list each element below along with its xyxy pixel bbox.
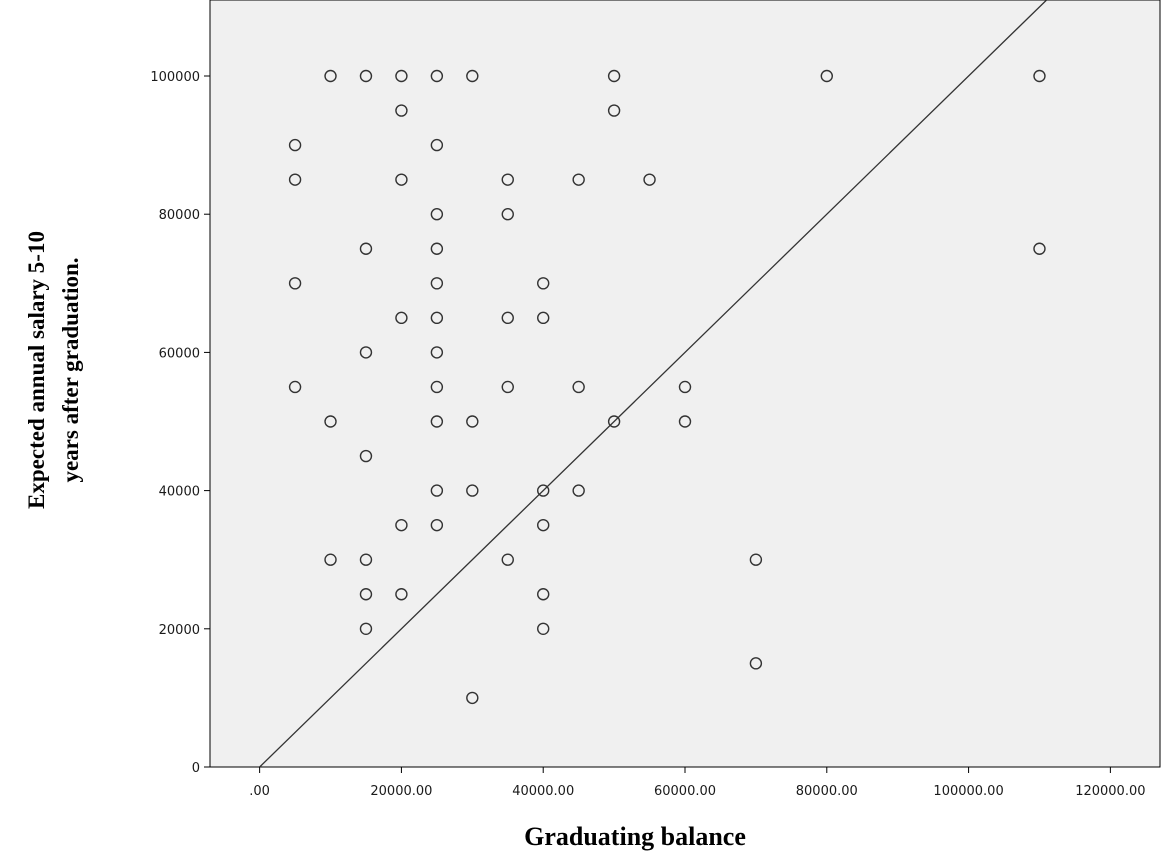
data-point (359, 553, 373, 566)
y-axis-title-line-2: years after graduation. (58, 257, 83, 482)
data-point (430, 518, 444, 532)
data-point (678, 415, 692, 428)
x-tick-label: 60000.00 (654, 784, 716, 799)
data-point (430, 242, 444, 255)
data-point (607, 69, 621, 83)
data-point (395, 173, 408, 186)
data-point (430, 277, 444, 290)
x-tick-label: 20000.00 (370, 784, 432, 799)
plot-area (209, 0, 1161, 768)
x-tick-label: 100000.00 (933, 784, 1003, 799)
x-tick-label: .00 (249, 784, 270, 799)
data-point (395, 69, 408, 83)
y-tick-label: 0 (192, 761, 200, 776)
data-point (359, 69, 373, 83)
data-point (572, 173, 585, 186)
y-tick-label: 100000 (150, 70, 200, 85)
data-point (430, 484, 444, 497)
data-point (466, 415, 479, 428)
y-axis: 0 20000 40000 60000 80000 100000 (150, 70, 210, 776)
data-point (288, 277, 302, 290)
data-point (324, 69, 337, 83)
data-point (466, 691, 479, 705)
data-point (537, 311, 550, 325)
data-point (501, 173, 514, 186)
x-tick-label: 40000.00 (512, 784, 574, 799)
data-point (537, 622, 550, 636)
data-point (430, 311, 444, 325)
data-point (1033, 242, 1046, 255)
data-point (288, 138, 302, 152)
data-point (288, 380, 302, 394)
data-point (324, 553, 337, 566)
y-tick-label: 60000 (159, 346, 200, 361)
y-axis-title: Expected annual salary 5-10 years after … (24, 231, 83, 509)
data-point (466, 484, 479, 497)
data-point (359, 622, 373, 636)
data-point (501, 208, 514, 221)
data-point (324, 415, 337, 428)
data-point (1033, 69, 1046, 83)
data-point (607, 415, 621, 428)
data-point (430, 138, 444, 152)
data-point (501, 311, 514, 325)
y-tick-label: 40000 (159, 485, 200, 500)
data-point (466, 69, 479, 83)
data-point (572, 380, 585, 394)
data-point (537, 277, 550, 290)
data-point (537, 588, 550, 601)
data-point (572, 484, 585, 497)
data-point (537, 484, 550, 497)
data-point (395, 311, 408, 325)
y-tick-label: 80000 (159, 208, 200, 223)
x-tick-label: 120000.00 (1075, 784, 1145, 799)
data-point (749, 553, 763, 566)
x-axis: .00 20000.00 40000.00 60000.00 80000.00 10000… (249, 767, 1146, 799)
data-point (430, 415, 444, 428)
data-point (501, 553, 514, 566)
data-point (359, 449, 373, 463)
data-point (359, 242, 373, 255)
data-point (395, 588, 408, 601)
data-point (537, 518, 550, 532)
x-tick-label: 80000.00 (796, 784, 858, 799)
data-point (359, 588, 373, 601)
data-point (501, 380, 514, 394)
data-point (678, 380, 692, 394)
data-point (359, 346, 373, 359)
data-point (430, 208, 444, 221)
data-point (430, 69, 444, 83)
data-point (820, 69, 833, 83)
data-point (643, 173, 656, 186)
x-axis-title: Graduating balance (524, 822, 746, 851)
y-tick-label: 20000 (159, 623, 200, 638)
data-point (395, 518, 408, 532)
fit-line (259, 0, 1048, 768)
y-axis-title-line-1: Expected annual salary 5-10 (24, 231, 49, 509)
data-point (288, 173, 302, 186)
data-point (430, 346, 444, 359)
data-point (607, 104, 621, 117)
chart-marks (259, 0, 1048, 768)
data-point (430, 380, 444, 394)
data-point (395, 104, 408, 117)
data-point (749, 657, 763, 670)
